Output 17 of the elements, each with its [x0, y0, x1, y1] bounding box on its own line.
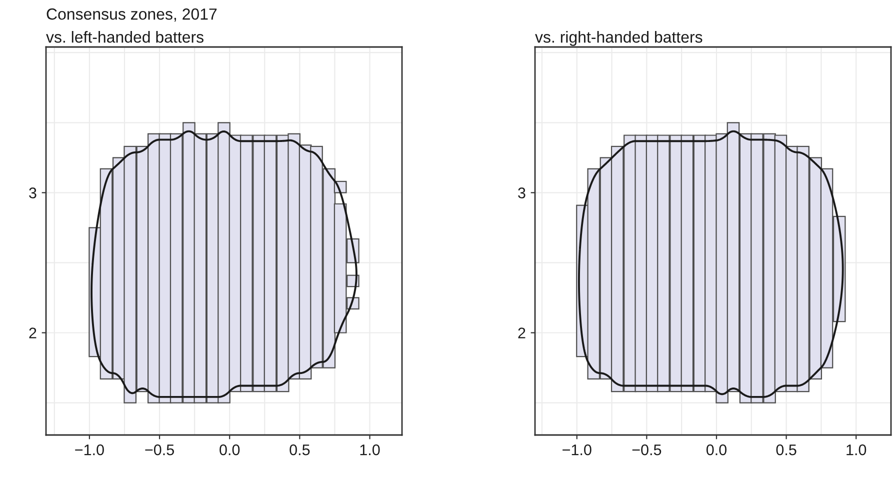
x-tick-label: 1.0: [846, 444, 866, 456]
x-tick-label: −1.0: [562, 444, 592, 456]
y-tick-label: 2: [29, 328, 36, 338]
x-tick-label: 0.0: [220, 444, 240, 456]
x-tick-label: 0.5: [776, 444, 796, 456]
y-tick-label: 2: [518, 328, 526, 338]
x-tick-label: −1.0: [75, 444, 104, 456]
y-tick-label: 3: [29, 188, 36, 198]
chart-title: Consensus zones, 2017: [46, 8, 217, 22]
chart-subtitle: vs. right-handed batters: [535, 31, 702, 46]
x-tick-label: −0.5: [632, 444, 662, 456]
x-tick-label: 0.5: [290, 444, 310, 456]
y-tick-label: 3: [518, 188, 526, 198]
x-tick-label: 0.0: [706, 444, 727, 456]
chart-subtitle: vs. left-handed batters: [46, 31, 204, 43]
x-tick-label: −0.5: [145, 444, 174, 456]
x-tick-label: 1.0: [360, 444, 380, 456]
